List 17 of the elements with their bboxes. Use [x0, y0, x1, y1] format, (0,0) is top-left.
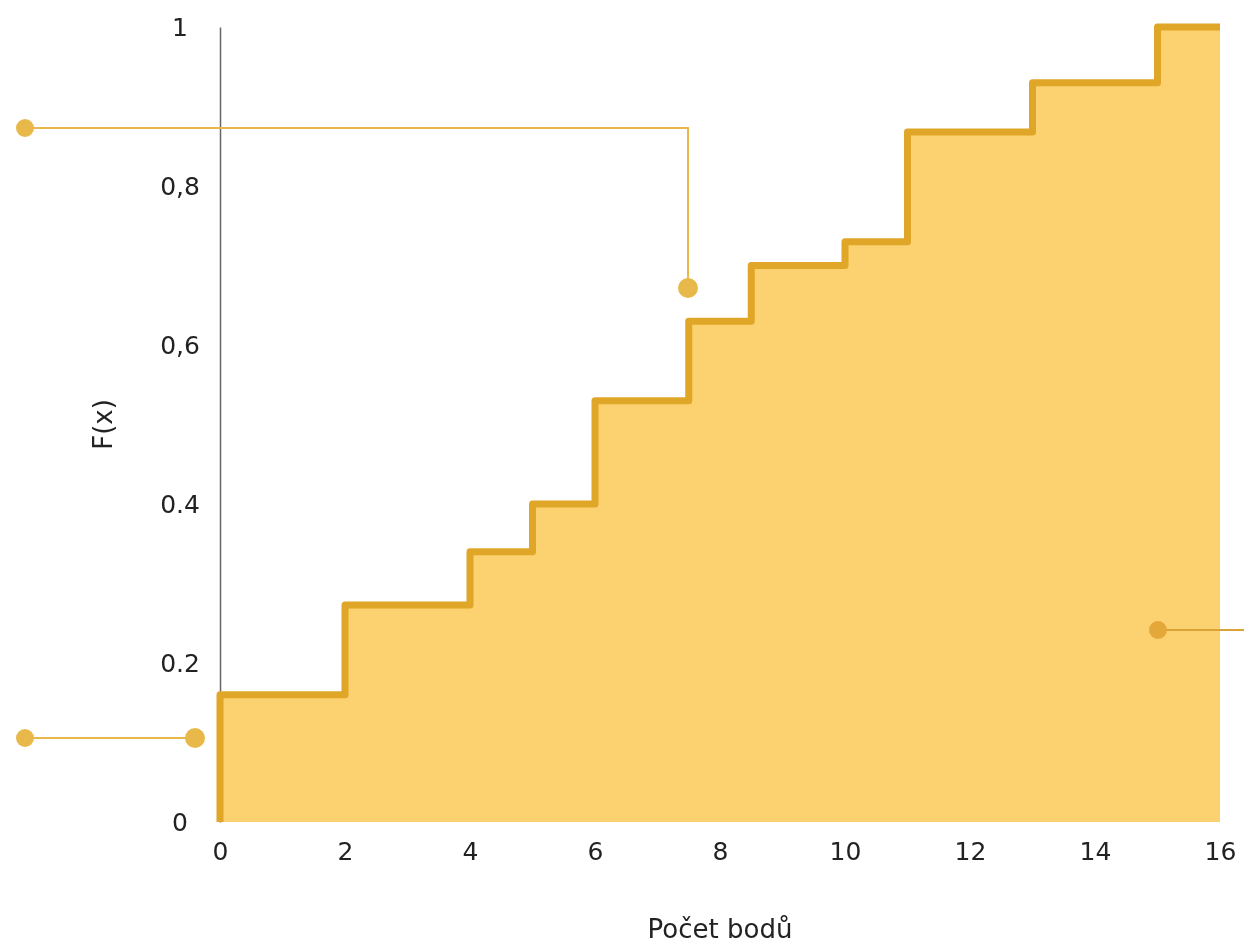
y-tick-label: 0,8 — [160, 171, 200, 201]
x-tick-label: 14 — [1079, 836, 1112, 866]
y-tick-label: 0.2 — [160, 648, 200, 678]
x-tick-label: 6 — [587, 836, 604, 866]
x-tick-label: 0 — [212, 836, 229, 866]
x-tick-label: 4 — [462, 836, 479, 866]
x-tick-label: 16 — [1204, 836, 1237, 866]
x-tick-label: 10 — [829, 836, 862, 866]
y-tick-label: 1 — [172, 12, 188, 42]
y-tick-label: 0.4 — [160, 489, 200, 519]
y-tick-label: 0 — [172, 807, 188, 837]
x-tick-label: 8 — [712, 836, 729, 866]
y-axis-title: F(x) — [88, 399, 118, 450]
y-tick-label: 0,6 — [160, 330, 200, 360]
x-axis-title: Počet bodů — [647, 914, 793, 944]
x-tick-label: 2 — [337, 836, 354, 866]
x-tick-label: 12 — [954, 836, 987, 866]
